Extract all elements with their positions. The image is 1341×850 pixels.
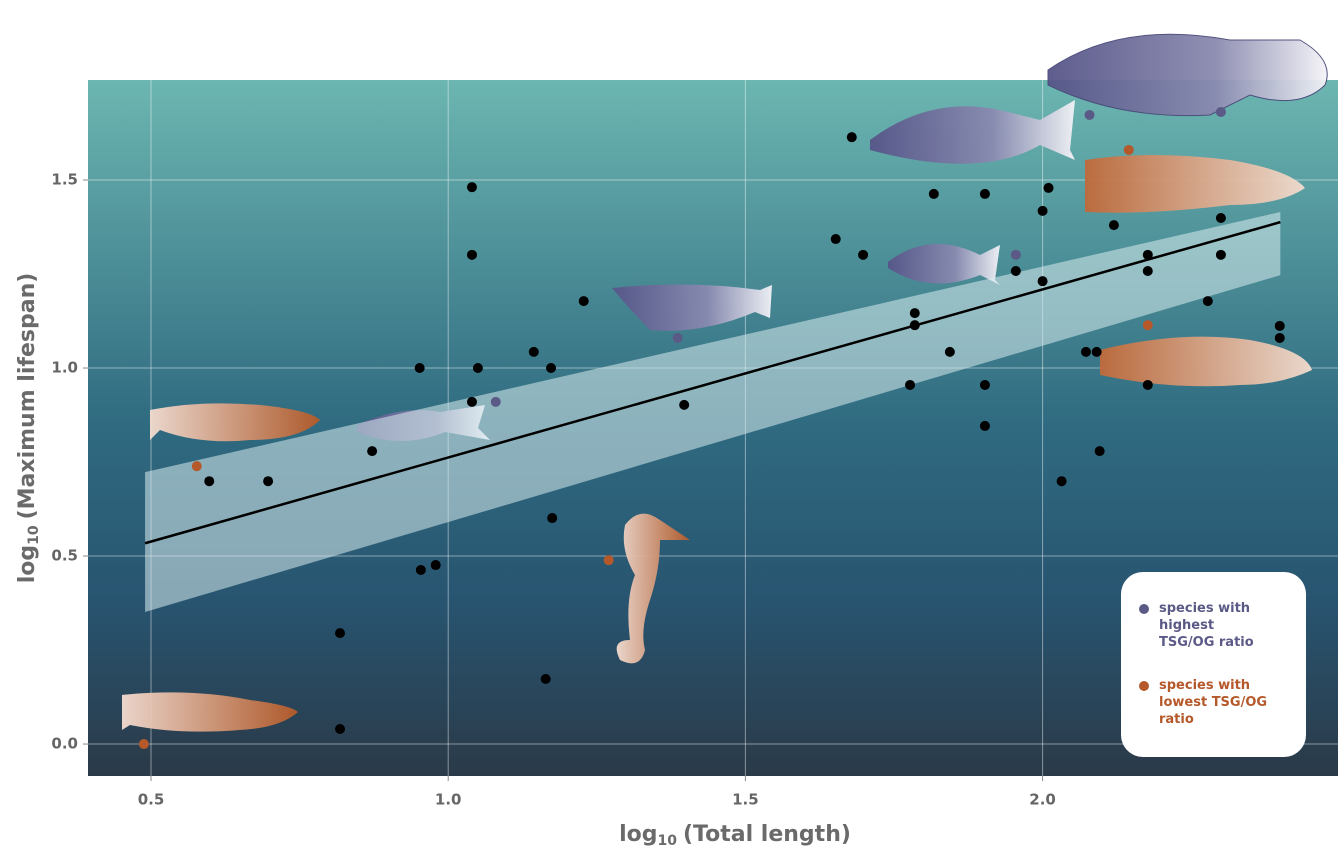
x-axis-label-part: (Total length)	[683, 822, 851, 847]
data-point	[1092, 347, 1102, 357]
data-point	[547, 513, 557, 523]
data-point	[467, 250, 477, 260]
data-point	[335, 628, 345, 638]
data-point	[415, 363, 425, 373]
data-point	[204, 476, 214, 486]
data-point	[604, 555, 614, 565]
legend-item: species with lowest TSG/OG ratio	[1139, 677, 1292, 728]
data-point	[847, 132, 857, 142]
y-tick-label: 0.0	[51, 735, 78, 753]
data-point	[1275, 333, 1285, 343]
legend-swatch	[1139, 681, 1149, 691]
x-axis-label-sub: 10	[658, 833, 678, 849]
data-point	[1124, 145, 1134, 155]
data-point	[467, 182, 477, 192]
data-point	[1143, 250, 1153, 260]
data-point	[1038, 276, 1048, 286]
data-point	[980, 421, 990, 431]
y-axis-label-part: log	[15, 545, 40, 583]
y-axis-label: log10 (Maximum lifespan)	[15, 273, 42, 584]
data-point	[335, 724, 345, 734]
data-point	[192, 461, 202, 471]
legend-swatch	[1139, 604, 1149, 614]
data-point	[263, 476, 273, 486]
legend-label: species with lowest TSG/OG ratio	[1159, 677, 1271, 728]
data-point	[1085, 110, 1095, 120]
data-point	[467, 397, 477, 407]
y-axis-label-part: (Maximum lifespan)	[15, 273, 40, 520]
data-point	[910, 308, 920, 318]
data-point	[980, 189, 990, 199]
data-point	[980, 380, 990, 390]
data-point	[831, 234, 841, 244]
y-tick-label: 1.0	[51, 359, 78, 377]
data-point	[945, 347, 955, 357]
data-point	[1038, 206, 1048, 216]
data-point	[431, 560, 441, 570]
y-axis-label-sub: 10	[26, 525, 42, 545]
x-tick-label: 1.5	[732, 791, 759, 809]
data-point	[673, 333, 683, 343]
x-axis-label-part: log	[619, 822, 657, 847]
y-tick-label: 1.5	[51, 171, 78, 189]
y-tick-label: 0.5	[51, 547, 78, 565]
page: {"chart_data": { "type": "scatter", "x_l…	[0, 0, 1341, 850]
legend-item: species with highest TSG/OG ratio	[1139, 600, 1292, 651]
legend: species with highest TSG/OG ratio species…	[1121, 572, 1306, 757]
data-point	[1057, 476, 1067, 486]
data-point	[679, 400, 689, 410]
data-point	[529, 347, 539, 357]
data-point	[139, 739, 149, 749]
data-point	[1275, 321, 1285, 331]
data-point	[905, 380, 915, 390]
data-point	[541, 674, 551, 684]
data-point	[1109, 220, 1119, 230]
data-point	[1216, 213, 1226, 223]
data-point	[1143, 380, 1153, 390]
legend-label: species with highest TSG/OG ratio	[1159, 600, 1271, 651]
data-point	[1044, 183, 1054, 193]
data-point	[546, 363, 556, 373]
x-axis-label: log10 (Total length)	[619, 822, 851, 849]
data-point	[473, 363, 483, 373]
data-point	[416, 565, 426, 575]
data-point	[910, 320, 920, 330]
data-point	[1011, 266, 1021, 276]
data-point	[1143, 320, 1153, 330]
x-tick-label: 1.0	[435, 791, 462, 809]
data-point	[367, 446, 377, 456]
data-point	[1095, 446, 1105, 456]
data-point	[491, 397, 501, 407]
data-point	[1216, 250, 1226, 260]
data-point	[858, 250, 868, 260]
data-point	[1216, 107, 1226, 117]
data-point	[1203, 296, 1213, 306]
x-tick-label: 2.0	[1029, 791, 1056, 809]
data-point	[1011, 250, 1021, 260]
data-point	[579, 296, 589, 306]
data-point	[1081, 347, 1091, 357]
data-point	[1143, 266, 1153, 276]
x-tick-label: 0.5	[138, 791, 165, 809]
data-point	[929, 189, 939, 199]
